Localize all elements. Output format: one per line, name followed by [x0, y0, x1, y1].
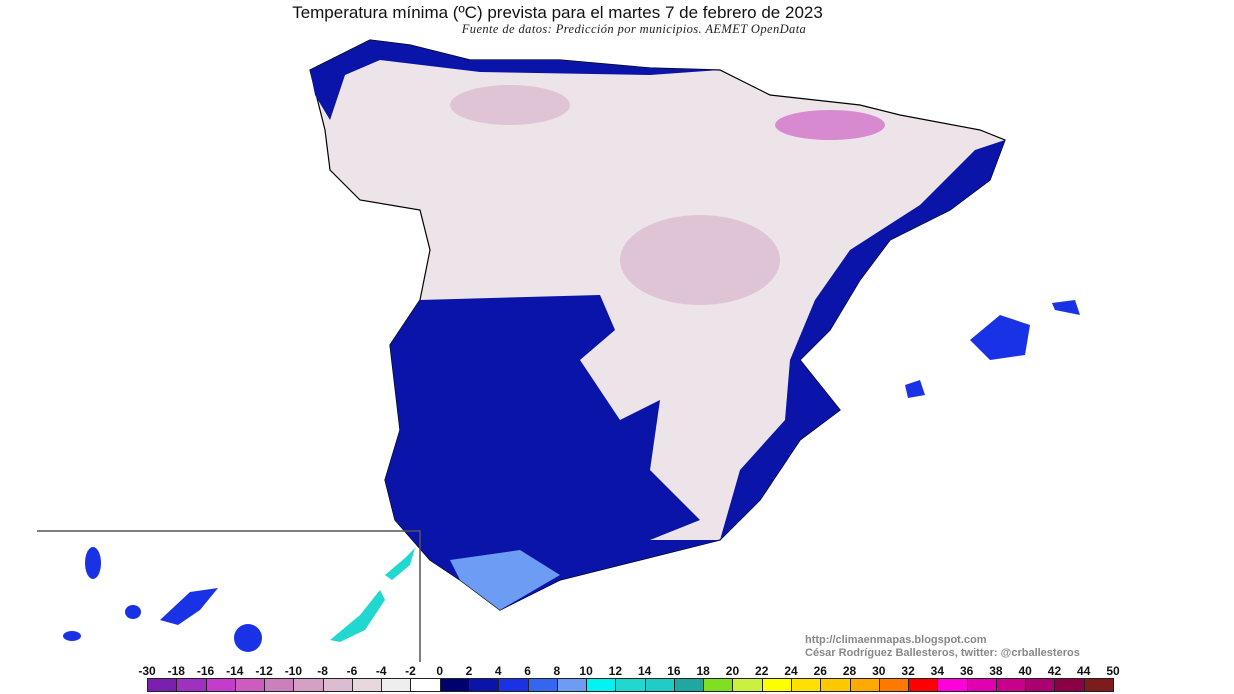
pyrenees-cold-area: [775, 110, 885, 140]
legend-swatch: [556, 678, 588, 692]
legend-label: 34: [930, 664, 945, 678]
legend-label: 44: [1077, 664, 1091, 678]
legend-swatch: [410, 678, 441, 692]
legend-swatch: [439, 678, 470, 692]
legend-swatch: [205, 678, 236, 692]
legend-label: 18: [696, 664, 710, 678]
legend-swatch: [527, 678, 558, 692]
east-coast-mild: [720, 140, 1005, 540]
legend-swatch: [761, 678, 792, 692]
legend-label: 40: [1018, 664, 1032, 678]
legend-label: 26: [813, 664, 827, 678]
legend-swatch: [966, 678, 997, 692]
legend-label: -4: [375, 664, 387, 678]
map-title: Temperatura mínima (ºC) prevista para el…: [292, 3, 823, 22]
legend-label: 38: [989, 664, 1003, 678]
southwest-mild-area: [385, 295, 720, 610]
legend-swatch: [703, 678, 734, 692]
ibiza: [905, 380, 925, 398]
legend-label: 8: [553, 664, 561, 678]
legend-label: -8: [317, 664, 328, 678]
lanzarote: [385, 548, 415, 580]
tenerife: [160, 588, 218, 625]
legend-swatch: [1054, 678, 1085, 692]
legend-label: -18: [167, 664, 185, 678]
legend-label: 36: [959, 664, 974, 678]
legend-label: 22: [755, 664, 769, 678]
legend-label: 6: [524, 664, 531, 678]
legend-label: 16: [667, 664, 681, 678]
legend-swatch: [615, 678, 646, 692]
legend-swatch: [644, 678, 675, 692]
legend-swatch: [1025, 678, 1056, 692]
legend-label: -30: [138, 664, 156, 678]
legend-label: -14: [226, 664, 244, 678]
legend-label: -16: [196, 664, 215, 678]
legend-swatch: [878, 678, 910, 692]
legend-swatch: [176, 678, 207, 692]
menorca: [1052, 300, 1080, 315]
legend-label: -6: [346, 664, 358, 678]
legend-label: -12: [255, 664, 273, 678]
legend-label: 24: [784, 664, 798, 678]
north-cold-area: [450, 85, 570, 125]
credit-author: César Rodríguez Ballesteros, twitter: @c…: [805, 647, 1080, 659]
legend-swatch: [147, 678, 178, 692]
legend-label: 4: [494, 664, 502, 678]
legend-label: 28: [842, 664, 857, 678]
legend-swatch: [732, 678, 763, 692]
la-gomera: [125, 605, 141, 619]
legend-swatch: [264, 678, 295, 692]
legend-swatch: [995, 678, 1027, 692]
legend-swatch: [498, 678, 529, 692]
map-subtitle: Fuente de datos: Predicción por municipi…: [461, 22, 807, 36]
legend-label: 50: [1106, 664, 1120, 678]
legend-label: 14: [637, 664, 652, 678]
legend-swatch: [322, 678, 353, 692]
legend-swatch: [937, 678, 968, 692]
canary-inset-frame: [37, 530, 421, 662]
central-cold-area: [620, 215, 780, 305]
la-palma: [85, 547, 101, 579]
legend-label: 20: [725, 664, 740, 678]
legend-swatch: [351, 678, 383, 692]
legend-swatch: [234, 678, 266, 692]
legend-label: 0: [436, 664, 444, 678]
legend-swatch: [673, 678, 705, 692]
legend-label: 10: [579, 664, 593, 678]
northwest-coast-mild: [310, 40, 720, 120]
legend-label: 30: [872, 664, 886, 678]
legend-swatch: [849, 678, 880, 692]
legend-label: 42: [1047, 664, 1062, 678]
legend-swatch: [469, 678, 500, 692]
el-hierro: [63, 631, 81, 641]
legend-label: -10: [284, 664, 303, 678]
legend-label: -2: [405, 664, 416, 678]
credit-url: http://climaenmapas.blogspot.com: [805, 634, 987, 646]
legend-swatch: [820, 678, 851, 692]
legend-swatch: [791, 678, 822, 692]
mallorca: [970, 315, 1030, 360]
south-coast-area: [450, 550, 560, 610]
legend-swatch: [908, 678, 939, 692]
legend-label: 12: [608, 664, 623, 678]
legend-label: 32: [901, 664, 915, 678]
gran-canaria: [234, 624, 262, 652]
color-legend: -30 -18 -16 -14 -12 -10 -8 -6 -4 -2 0 2 4 6 8 10 12 14 16 1…: [138, 664, 1120, 694]
legend-swatch: [293, 678, 324, 692]
fuerteventura: [330, 590, 385, 642]
legend-label: 2: [465, 664, 473, 678]
legend-swatch: [381, 678, 412, 692]
legend-swatch: [586, 678, 617, 692]
legend-swatch: [1083, 678, 1114, 692]
